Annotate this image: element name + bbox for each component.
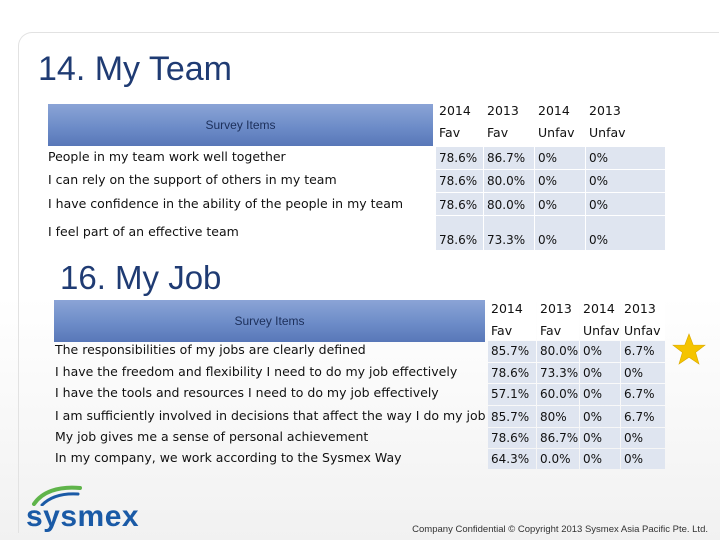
score-cell: 78.6%: [488, 363, 536, 383]
score-cell: 78.6%: [436, 216, 483, 250]
score-cell: 0.0%: [537, 449, 579, 469]
copyright-footer: Company Confidential © Copyright 2013 Sy…: [412, 524, 708, 535]
score-cell: 0%: [580, 341, 620, 362]
score-cell: 6.7%: [621, 384, 665, 405]
score-cell: 73.3%: [484, 216, 534, 250]
column-header: 2013 Fav: [537, 298, 579, 340]
score-cell: 78.6%: [436, 147, 483, 169]
column-header: 2013 Unfav: [586, 100, 665, 146]
survey-item: I have the tools and resources I need to…: [55, 385, 439, 400]
survey-item: The responsibilities of my jobs are clea…: [55, 342, 366, 357]
survey-item: I am sufficiently involved in decisions …: [55, 408, 486, 423]
section-title-my-team: 14. My Team: [38, 50, 233, 88]
survey-item: My job gives me a sense of personal achi…: [55, 429, 369, 444]
score-cell: 80.0%: [484, 193, 534, 215]
survey-items-header: Survey Items: [54, 300, 485, 342]
score-cell: 80.0%: [537, 341, 579, 362]
score-cell: 0%: [535, 170, 585, 192]
sysmex-logo-text: sysmex: [26, 500, 140, 533]
section-title-my-job: 16. My Job: [60, 259, 222, 296]
score-cell: 60.0%: [537, 384, 579, 405]
score-cell: 0%: [580, 384, 620, 405]
survey-item: I can rely on the support of others in m…: [48, 172, 337, 187]
star-icon: [672, 333, 706, 365]
score-cell: 0%: [580, 449, 620, 469]
score-cell: 0%: [621, 428, 665, 448]
score-cell: 0%: [586, 216, 665, 250]
score-cell: 78.6%: [436, 193, 483, 215]
score-cell: 0%: [621, 363, 665, 383]
column-header: 2013 Unfav: [621, 298, 665, 340]
column-header: 2014 Unfav: [535, 100, 585, 146]
survey-item: People in my team work well together: [48, 149, 286, 164]
score-cell: 0%: [586, 147, 665, 169]
score-cell: 0%: [621, 449, 665, 469]
survey-items-header: Survey Items: [48, 104, 433, 146]
score-cell: 6.7%: [621, 341, 665, 362]
score-cell: 0%: [586, 193, 665, 215]
score-cell: 80%: [537, 406, 579, 427]
score-cell: 78.6%: [488, 428, 536, 448]
score-cell: 85.7%: [488, 341, 536, 362]
score-cell: 80.0%: [484, 170, 534, 192]
survey-item: In my company, we work according to the …: [55, 450, 402, 465]
slide-frame: [18, 32, 719, 533]
score-cell: 85.7%: [488, 406, 536, 427]
column-header: 2014 Fav: [436, 100, 483, 146]
score-cell: 73.3%: [537, 363, 579, 383]
score-cell: 0%: [535, 216, 585, 250]
survey-item: I have confidence in the ability of the …: [48, 196, 404, 211]
column-header: 2014 Unfav: [580, 298, 620, 340]
score-cell: 57.1%: [488, 384, 536, 405]
score-cell: 78.6%: [436, 170, 483, 192]
score-cell: 64.3%: [488, 449, 536, 469]
sysmex-logo-icon: [32, 485, 82, 506]
score-cell: 0%: [586, 170, 665, 192]
survey-item: I have the freedom and flexibility I nee…: [55, 364, 458, 379]
score-cell: 0%: [580, 428, 620, 448]
score-cell: 0%: [535, 193, 585, 215]
score-cell: 0%: [580, 363, 620, 383]
score-cell: 6.7%: [621, 406, 665, 427]
score-cell: 86.7%: [537, 428, 579, 448]
score-cell: 0%: [535, 147, 585, 169]
score-cell: 86.7%: [484, 147, 534, 169]
score-cell: 0%: [580, 406, 620, 427]
column-header: 2013 Fav: [484, 100, 534, 146]
column-header: 2014 Fav: [488, 298, 536, 340]
survey-item: I feel part of an effective team: [48, 224, 239, 239]
